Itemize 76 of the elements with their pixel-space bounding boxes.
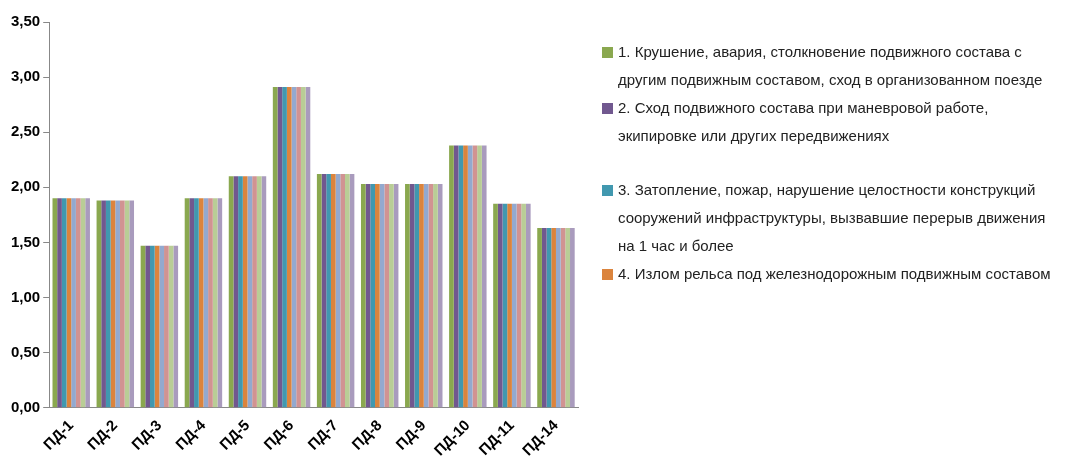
legend-label: 1. Крушение, авария, столкновение подвижного состава с другим подвижным составом, сход в организованном поезде <box>618 42 1044 90</box>
bar <box>300 87 306 408</box>
bar <box>256 176 262 408</box>
bar <box>173 245 179 408</box>
bar <box>247 176 253 408</box>
bar <box>477 145 482 408</box>
bar <box>414 184 420 408</box>
bar <box>433 184 438 408</box>
bar <box>194 198 199 408</box>
bar <box>164 245 169 408</box>
bar <box>375 184 380 408</box>
bar <box>340 174 345 408</box>
bar <box>238 176 243 408</box>
bar <box>449 145 454 408</box>
bar <box>286 87 292 408</box>
bar <box>463 145 468 408</box>
bar <box>565 228 571 408</box>
y-tick-label: 1,00 <box>10 287 41 305</box>
y-tick-label: 3,50 <box>10 12 41 30</box>
bar <box>316 174 322 408</box>
bar <box>75 198 81 408</box>
bar <box>389 184 394 408</box>
legend-label: 2. Сход подвижного состава при маневровой работе, экипировке или других передвижениях <box>618 98 990 146</box>
bar <box>467 145 473 408</box>
bar <box>428 184 434 408</box>
y-tick-label: 2,00 <box>10 177 41 195</box>
legend-label: 4. Излом рельса под железнодорожным подвижным составом <box>618 264 1051 284</box>
y-tick-label: 3,00 <box>10 67 41 85</box>
bar <box>57 198 62 408</box>
bar <box>189 198 195 408</box>
bar <box>296 87 301 408</box>
bar <box>282 87 287 408</box>
bar <box>203 198 209 408</box>
bar <box>481 145 487 408</box>
bar <box>507 203 512 408</box>
bar <box>101 200 106 408</box>
bar <box>233 176 239 408</box>
bar <box>150 245 155 408</box>
bar <box>541 228 547 408</box>
bar <box>217 198 223 408</box>
bar <box>458 145 464 408</box>
bar <box>326 174 331 408</box>
bar <box>360 184 366 408</box>
bar <box>115 200 120 408</box>
bar <box>497 203 503 408</box>
bar <box>405 184 410 408</box>
bar <box>330 174 336 408</box>
bar <box>370 184 376 408</box>
bar <box>525 203 531 408</box>
bar <box>129 200 135 408</box>
bar <box>71 198 76 408</box>
bar <box>511 203 517 408</box>
bar <box>159 245 165 408</box>
y-tick-label: 0,50 <box>10 342 41 360</box>
bar <box>419 184 424 408</box>
bar <box>105 200 111 408</box>
y-tick-label: 2,50 <box>10 122 41 140</box>
bar <box>252 176 257 408</box>
bar <box>272 87 278 408</box>
y-tick-label: 0,00 <box>10 397 41 415</box>
bar <box>555 228 561 408</box>
bar <box>493 203 498 408</box>
bar <box>145 245 150 408</box>
y-tick-label: 1,50 <box>10 232 41 250</box>
bar <box>119 200 125 408</box>
bar <box>570 228 575 408</box>
bar <box>551 228 556 408</box>
bar <box>521 203 526 408</box>
bar <box>61 198 67 408</box>
bar <box>345 174 350 408</box>
bar <box>537 228 542 408</box>
bar <box>384 184 390 408</box>
legend-label: 3. Затопление, пожар, нарушение целостности конструкций сооружений инфраструктуры, вызвавшие перерыв движения на 1 час и более <box>618 180 1047 256</box>
bar <box>208 198 213 408</box>
bar <box>52 198 58 408</box>
bar <box>85 198 90 408</box>
